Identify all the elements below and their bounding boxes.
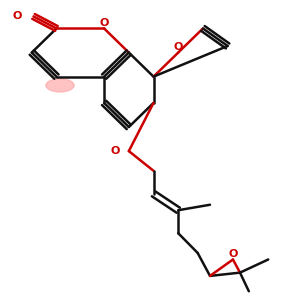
Text: O: O — [173, 42, 183, 52]
Text: O: O — [110, 146, 119, 156]
Ellipse shape — [46, 79, 74, 92]
Text: O: O — [13, 11, 22, 21]
Text: O: O — [228, 249, 238, 259]
Text: O: O — [99, 18, 109, 28]
